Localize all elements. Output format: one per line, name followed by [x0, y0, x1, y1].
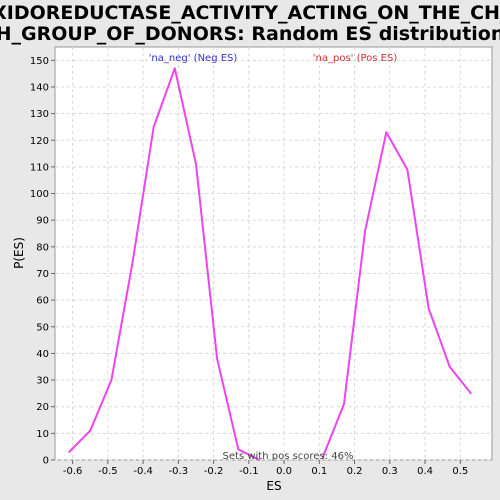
- series-line-pos: [321, 131, 472, 458]
- series-layer: [68, 67, 472, 461]
- y-tick-label: 100: [30, 189, 49, 200]
- data-point: [195, 163, 197, 166]
- y-tick-label: 90: [36, 216, 49, 227]
- chart-title-line-1: OXIDOREDUCTASE_ACTIVITY_ACTING_ON_THE_CH…: [0, 2, 500, 24]
- data-point: [174, 67, 176, 70]
- y-tick-label: 70: [36, 269, 49, 280]
- data-point: [364, 230, 366, 232]
- pos-score-annotation: Sets with pos scores: 46%: [223, 451, 354, 462]
- data-point: [68, 451, 70, 453]
- x-tick-label: 0.1: [311, 466, 327, 477]
- x-tick-label: -0.4: [133, 466, 153, 477]
- data-point: [152, 126, 155, 128]
- x-tick-label: -0.1: [239, 466, 259, 477]
- x-tick-label: -0.6: [63, 466, 83, 477]
- chart-title-line-2: H_GROUP_OF_DONORS: Random ES distributio…: [0, 23, 500, 45]
- y-tick-label: 120: [30, 136, 49, 147]
- legend-entry-pos: 'na_pos' (Pos ES): [313, 53, 398, 64]
- grid: [55, 47, 492, 461]
- series-line-neg: [68, 67, 260, 461]
- axes: 0 10 20 30 40 50 60 70 80 90 100 110 120 130 140 150 -0.…: [30, 56, 468, 477]
- data-point: [89, 429, 92, 432]
- y-tick-label: 150: [30, 56, 49, 67]
- data-point: [448, 365, 451, 368]
- x-tick-label: -0.5: [98, 466, 118, 477]
- y-tick-label: 130: [30, 109, 49, 120]
- data-point: [131, 262, 134, 264]
- y-tick-label: 60: [36, 296, 49, 307]
- y-tick-label: 20: [36, 402, 49, 413]
- x-tick-label: 0.3: [382, 466, 398, 477]
- data-point: [258, 459, 261, 461]
- y-tick-label: 140: [30, 82, 49, 93]
- y-tick-label: 40: [36, 349, 49, 360]
- y-tick-label: 80: [36, 242, 49, 253]
- data-point: [406, 168, 409, 171]
- data-point: [385, 131, 388, 134]
- data-point: [110, 379, 113, 381]
- data-point: [322, 456, 324, 459]
- data-point: [216, 357, 218, 360]
- data-point: [470, 392, 472, 395]
- x-axis-label: ES: [266, 479, 281, 493]
- data-point: [343, 403, 345, 405]
- x-tick-label: 0.0: [276, 466, 292, 477]
- x-tick-label: 0.5: [452, 466, 468, 477]
- y-tick-label: 30: [36, 376, 49, 387]
- y-tick-label: 0: [43, 456, 49, 467]
- x-tick-label: -0.3: [169, 466, 189, 477]
- y-axis-label: P(ES): [12, 237, 26, 269]
- x-tick-label: 0.2: [347, 466, 363, 477]
- y-tick-label: 50: [36, 322, 49, 333]
- x-tick-label: -0.2: [204, 466, 224, 477]
- data-point: [237, 448, 240, 451]
- y-tick-label: 110: [30, 162, 49, 173]
- data-point: [427, 307, 430, 309]
- legend-entry-neg: 'na_neg' (Neg ES): [149, 53, 238, 64]
- y-tick-label: 10: [36, 429, 49, 440]
- x-tick-label: 0.4: [417, 466, 433, 477]
- plot-area: [54, 46, 493, 461]
